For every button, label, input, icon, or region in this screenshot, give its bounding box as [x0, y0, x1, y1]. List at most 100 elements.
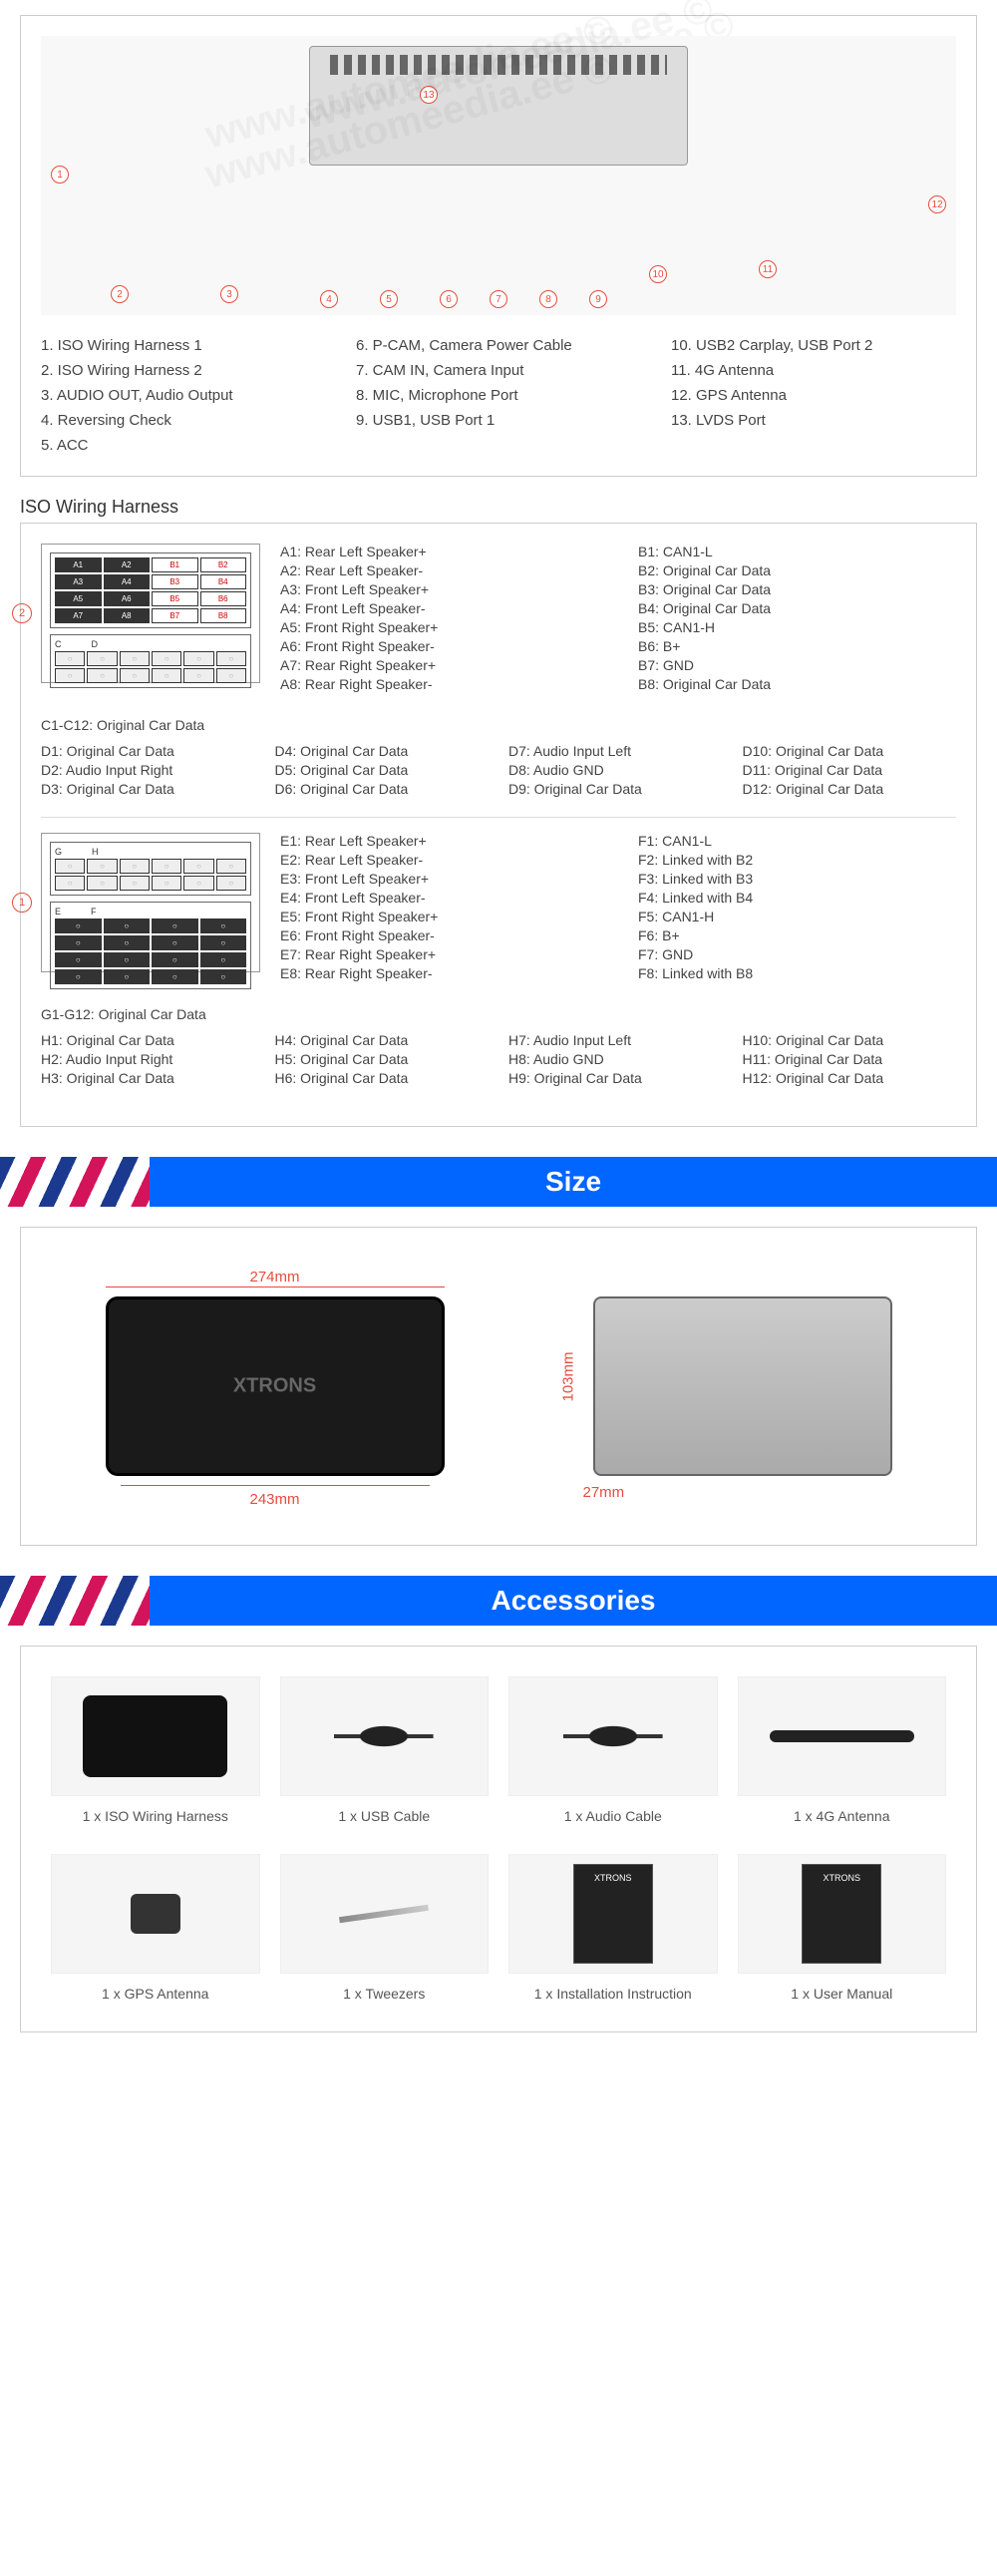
pin: ○ [152, 859, 181, 874]
dim-top: 274mm [249, 1269, 299, 1286]
pin-map-item: B3: Original Car Data [638, 581, 956, 597]
pin: A7 [55, 608, 102, 623]
pin-map-item: H3: Original Car Data [41, 1070, 255, 1086]
pin-map-item: H2: Audio Input Right [41, 1051, 255, 1067]
connector-2-row: 2 A1A2B1B2A3A4B3B4A5A6B5B6A7A8B7B8 C D ○… [41, 544, 956, 692]
accessory-image [738, 1676, 947, 1796]
legend-item: 5. ACC [41, 435, 326, 456]
pin: ○ [152, 876, 181, 891]
banner-stripe [0, 1576, 150, 1626]
callout-5: 5 [380, 290, 398, 308]
pin-map-item: H10: Original Car Data [743, 1032, 957, 1048]
pin: ○ [183, 668, 213, 683]
pin: B5 [152, 591, 198, 606]
pin: B3 [152, 574, 198, 589]
accessory-label: 1 x ISO Wiring Harness [51, 1808, 260, 1824]
pin-map-item: H6: Original Car Data [275, 1070, 490, 1086]
pin: ○ [55, 876, 85, 891]
pin-map-item: E7: Rear Right Speaker+ [280, 946, 598, 962]
pin-map-item: E5: Front Right Speaker+ [280, 909, 598, 924]
pin-map-item: D7: Audio Input Left [508, 743, 723, 759]
pin: ○ [152, 651, 181, 666]
accessories-banner: Accessories [0, 1576, 997, 1626]
accessory-image [51, 1676, 260, 1796]
pin-map-item: H7: Audio Input Left [508, 1032, 723, 1048]
pin: A4 [104, 574, 151, 589]
accessories-title: Accessories [150, 1576, 997, 1626]
pin-map-item: H4: Original Car Data [275, 1032, 490, 1048]
wiring-legend: 1. ISO Wiring Harness 16. P-CAM, Camera … [41, 335, 956, 456]
callout-13: 13 [420, 86, 438, 104]
legend-item: 2. ISO Wiring Harness 2 [41, 360, 326, 381]
connector-1-num: 1 [12, 893, 32, 913]
pin-map-item: B8: Original Car Data [638, 676, 956, 692]
screen-side [593, 1296, 892, 1476]
note-g: G1-G12: Original Car Data [41, 1006, 956, 1022]
pin: ○ [152, 919, 198, 933]
pin-map-item: B5: CAN1-H [638, 619, 956, 635]
wiring-image: 13 1 2 3 4 5 6 7 8 9 10 11 12 [41, 36, 956, 315]
legend-item: 12. GPS Antenna [671, 385, 956, 406]
pin: ○ [183, 876, 213, 891]
pin-map-item: F4: Linked with B4 [638, 890, 956, 906]
pin-map-item: E4: Front Left Speaker- [280, 890, 598, 906]
pin: ○ [216, 876, 246, 891]
pin-map-item: B7: GND [638, 657, 956, 673]
accessory-item: 1 x 4G Antenna [738, 1676, 947, 1824]
pin-map-item: E3: Front Left Speaker+ [280, 871, 598, 887]
pin: ○ [55, 919, 102, 933]
callout-11: 11 [759, 260, 777, 278]
accessory-label: 1 x GPS Antenna [51, 1986, 260, 2002]
pin: ○ [216, 859, 246, 874]
pin-map-item: E6: Front Right Speaker- [280, 927, 598, 943]
pin: ○ [200, 919, 247, 933]
callout-3: 3 [220, 285, 238, 303]
pin: A1 [55, 557, 102, 572]
size-box: www.automeedia.ee © 274mm 243mm 103mm 27… [20, 1227, 977, 1546]
head-unit-rear [309, 46, 688, 166]
pin: ○ [200, 935, 247, 950]
pin: ○ [104, 935, 151, 950]
callout-9: 9 [589, 290, 607, 308]
pin-map-item: A3: Front Left Speaker+ [280, 581, 598, 597]
pin-map-item: B6: B+ [638, 638, 956, 654]
pin-map-item: D8: Audio GND [508, 762, 723, 778]
callout-1: 1 [51, 166, 69, 184]
accessory-image [508, 1854, 718, 1974]
callout-2: 2 [111, 285, 129, 303]
legend-item: 1. ISO Wiring Harness 1 [41, 335, 326, 356]
pin: ○ [216, 668, 246, 683]
accessory-image [280, 1676, 490, 1796]
pin: B1 [152, 557, 198, 572]
pin: ○ [104, 969, 151, 984]
pin: B4 [200, 574, 247, 589]
pin: ○ [104, 919, 151, 933]
pin: A5 [55, 591, 102, 606]
connector-2-diagram: 2 A1A2B1B2A3A4B3B4A5A6B5B6A7A8B7B8 C D ○… [41, 544, 260, 683]
pin: ○ [55, 651, 85, 666]
screen-front [106, 1296, 445, 1476]
accessory-label: 1 x Audio Cable [508, 1808, 718, 1824]
iso-title: ISO Wiring Harness [20, 497, 977, 518]
pin: B2 [200, 557, 247, 572]
pin: ○ [120, 668, 150, 683]
pin-map-item: D5: Original Car Data [275, 762, 490, 778]
accessory-label: 1 x 4G Antenna [738, 1808, 947, 1824]
pin: ○ [200, 969, 247, 984]
accessory-item: 1 x User Manual [738, 1854, 947, 2002]
iso-section: www.automeedia.ee © 2 A1A2B1B2A3A4B3B4A5… [20, 523, 977, 1127]
accessories-box: www.automeedia.ee © 1 x ISO Wiring Harne… [20, 1646, 977, 2032]
pin: A6 [104, 591, 151, 606]
pin-map-item: E8: Rear Right Speaker- [280, 965, 598, 981]
legend-item: 8. MIC, Microphone Port [356, 385, 641, 406]
pin: ○ [152, 668, 181, 683]
pin: B6 [200, 591, 247, 606]
pin: A8 [104, 608, 151, 623]
pin-map-item: A2: Rear Left Speaker- [280, 562, 598, 578]
pin: ○ [152, 935, 198, 950]
callout-12: 12 [928, 195, 946, 213]
accessory-image [738, 1854, 947, 1974]
callout-4: 4 [320, 290, 338, 308]
pin-map-item: F3: Linked with B3 [638, 871, 956, 887]
connector-1-row: 1 G H ○○○○○○○○○○○○ E F ○○○○○○○○○○○○○○○○ … [41, 833, 956, 981]
